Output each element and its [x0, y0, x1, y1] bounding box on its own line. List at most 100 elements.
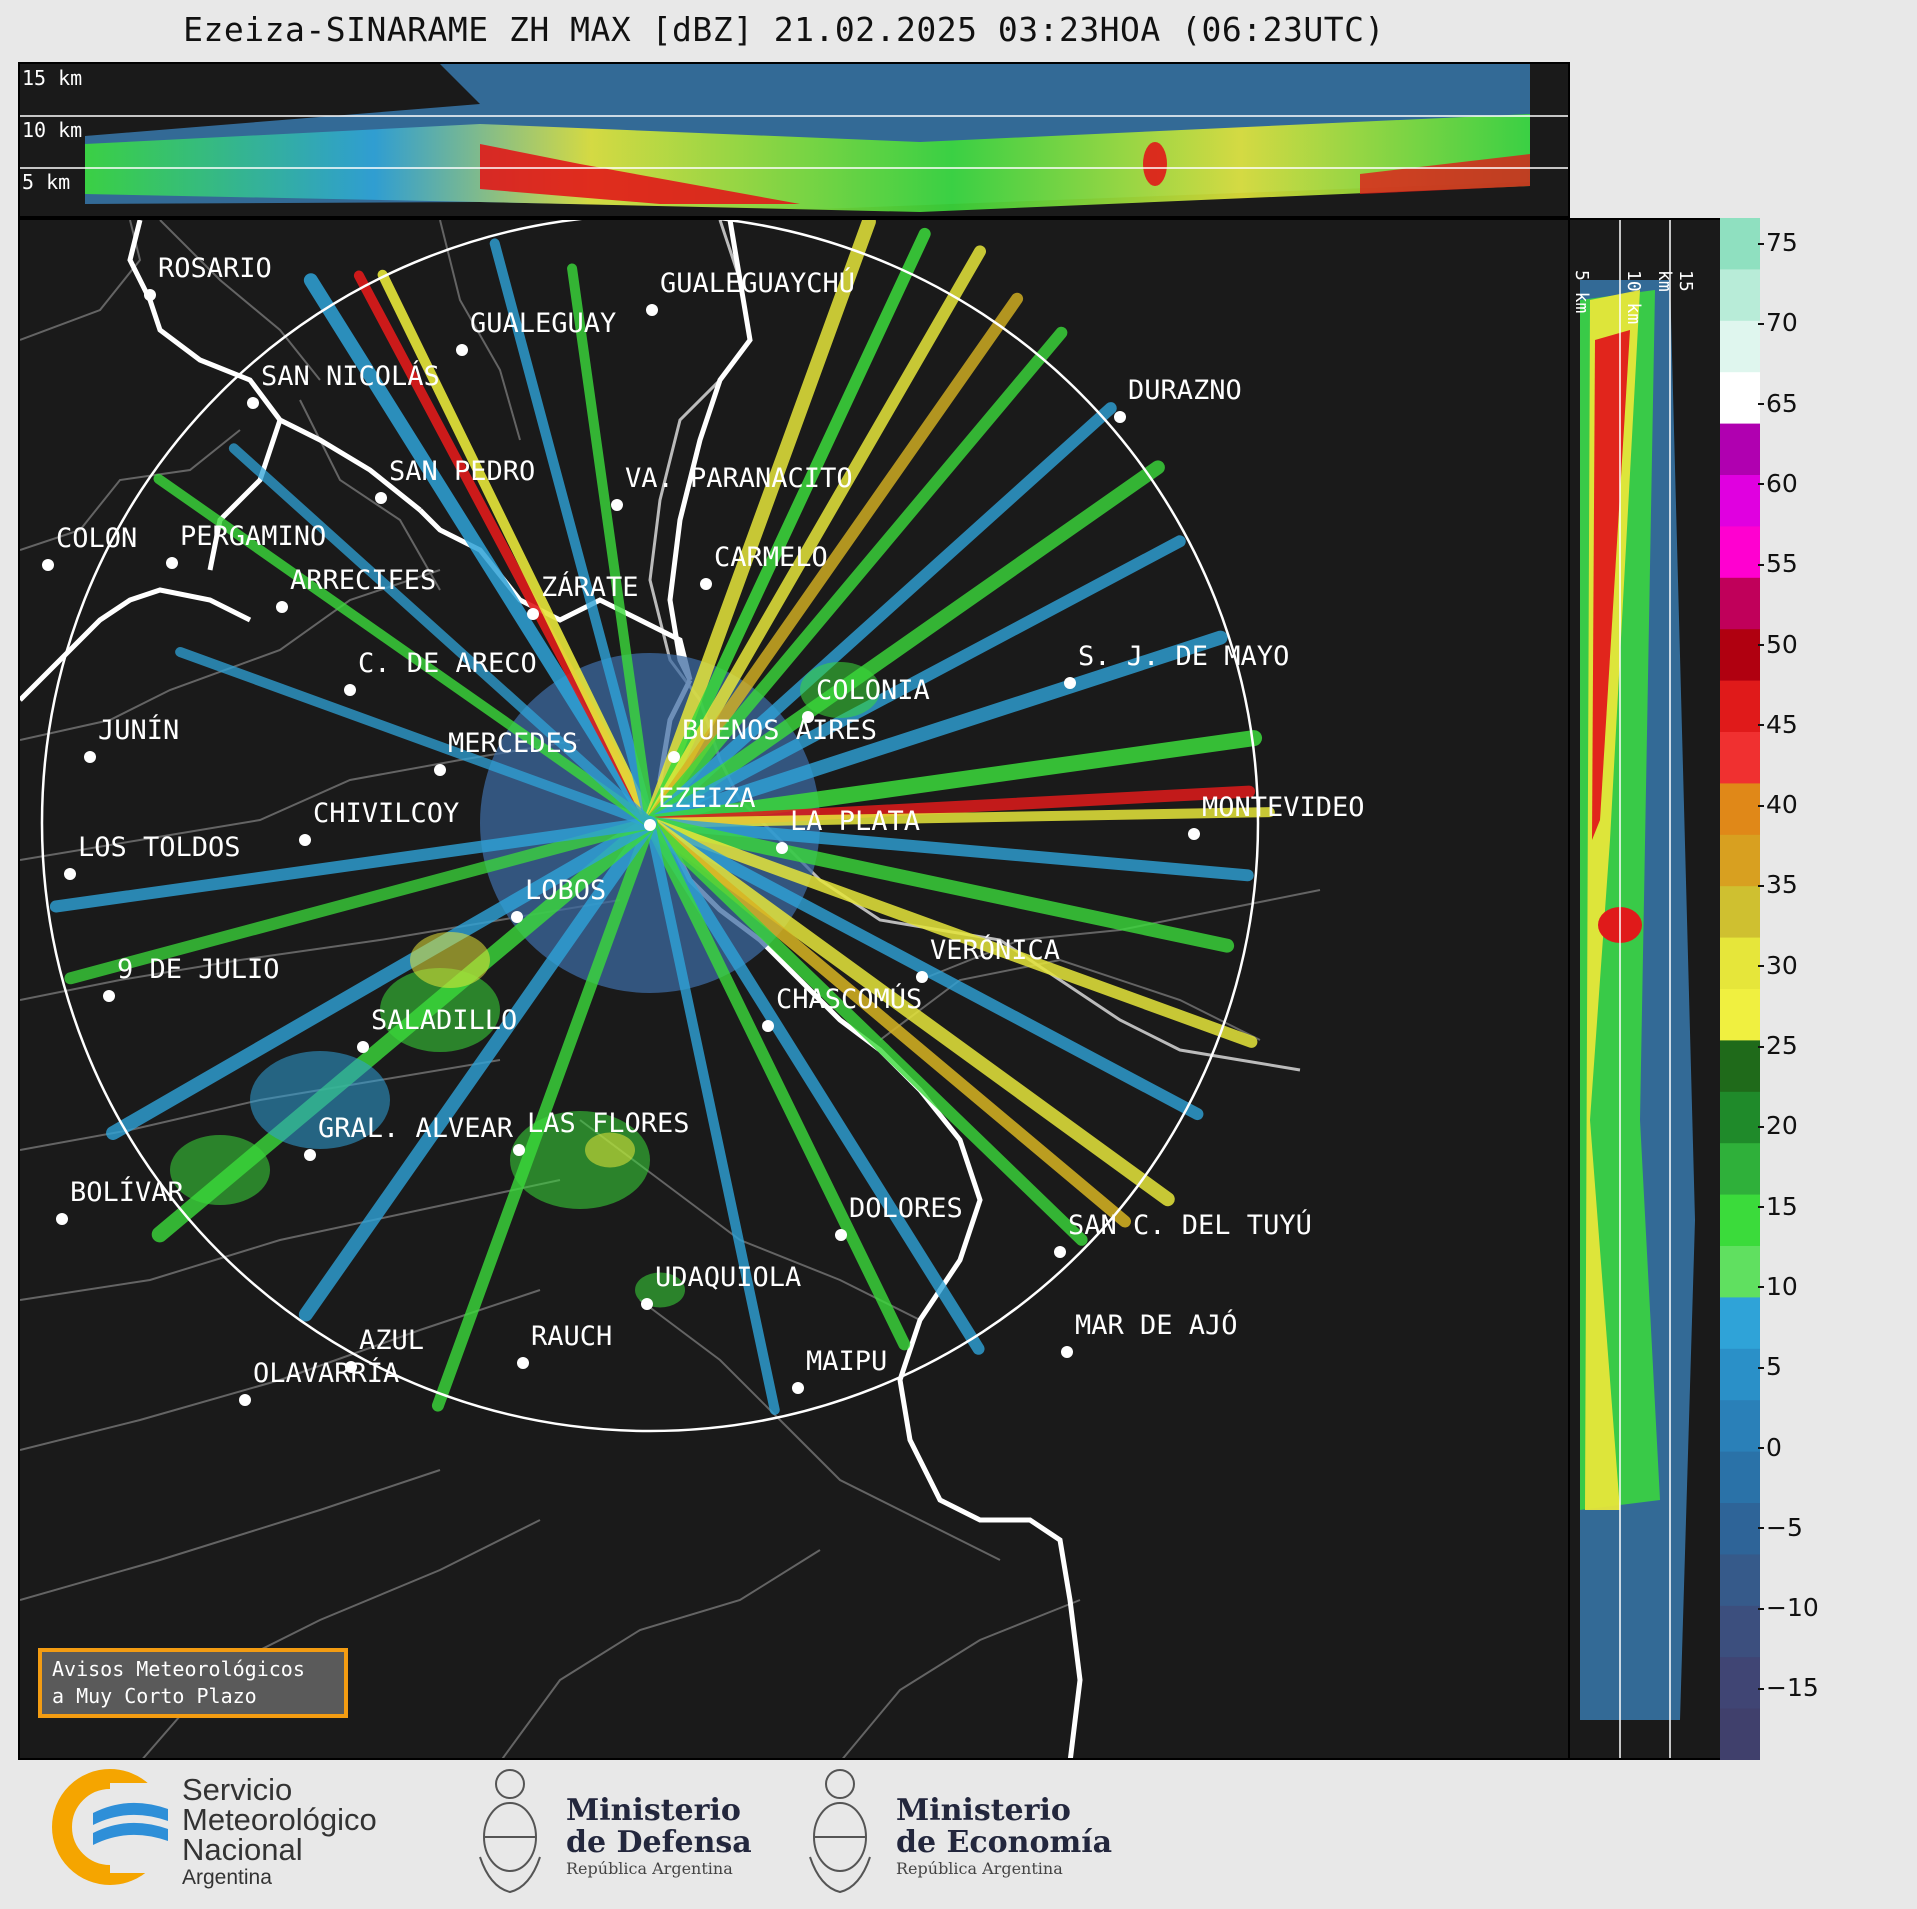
coat-of-arms-icon-2 — [800, 1762, 880, 1897]
economia-line-1: Ministerio — [896, 1793, 1071, 1828]
right-label-10km: 10 km — [1623, 270, 1644, 325]
colorbar-band — [1720, 937, 1760, 990]
city-bolívar: BOLÍVAR — [56, 1176, 185, 1225]
city-maipu: MAIPU — [792, 1346, 887, 1394]
city-marker — [375, 492, 387, 504]
economia-text: Ministerio de Economía República Argenti… — [896, 1795, 1112, 1879]
city-arrecifes: ARRECIFES — [276, 565, 436, 613]
city-label: SAN NICOLÁS — [261, 360, 440, 392]
city-azul: AZUL — [345, 1325, 424, 1373]
top-label-5km: 5 km — [22, 170, 71, 194]
city-marker — [916, 971, 928, 983]
city-marker — [357, 1041, 369, 1053]
city-carmelo: CARMELO — [700, 542, 828, 590]
city-marker — [802, 711, 814, 723]
colorbar-band — [1720, 577, 1760, 631]
colorbar-tick-label: 70 — [1758, 308, 1798, 338]
radar-map-panel: ROSARIO GUALEGUAYCHÚ GUALEGUAY SAN NICOLÁS D… — [18, 218, 1570, 1760]
city-los-toldos: LOS TOLDOS — [64, 832, 241, 880]
city-ezeiza: EZEIZA — [644, 783, 756, 831]
city-rosario: ROSARIO — [144, 253, 272, 301]
echo-spoke — [643, 460, 1165, 830]
city-9-de-julio: 9 DE JULIO — [103, 954, 280, 1002]
city-marker — [835, 1229, 847, 1241]
city-marker — [239, 1394, 251, 1406]
city-junín: JUNÍN — [84, 714, 179, 763]
top-label-10km: 10 km — [22, 118, 83, 142]
colorbar-tick-label: 0 — [1758, 1432, 1782, 1462]
city-label: OLAVARRÍA — [253, 1357, 399, 1389]
city-label: CHASCOMÚS — [776, 983, 922, 1015]
city-label: CARMELO — [714, 542, 828, 573]
echo-spoke — [645, 807, 1275, 828]
smn-line-1: Servicio — [182, 1772, 293, 1807]
city-san-pedro: SAN PEDRO — [375, 456, 535, 504]
city-marker — [641, 1298, 653, 1310]
echo-cell — [410, 932, 490, 988]
colorbar-band — [1720, 1554, 1760, 1607]
defensa-line-2: de Defensa — [566, 1825, 752, 1860]
smn-line-3: Nacional — [182, 1832, 303, 1867]
right-cross-section-panel: 5 km 10 km 15 km — [1568, 218, 1722, 1760]
city-buenos-aires: BUENOS AIRES — [668, 715, 877, 763]
colorbar-band — [1720, 1246, 1760, 1299]
colorbar-tick-label: 50 — [1758, 629, 1798, 659]
city-marker — [1064, 677, 1076, 689]
city-marker — [64, 868, 76, 880]
colorbar-tick-label: 35 — [1758, 870, 1798, 900]
city-label: ARRECIFES — [290, 565, 436, 596]
city-marker — [144, 289, 156, 301]
city-label: MERCEDES — [448, 728, 578, 759]
city-marker — [792, 1382, 804, 1394]
city-marker — [247, 397, 259, 409]
smn-line-2: Meteorológico — [182, 1802, 377, 1837]
colorbar-band — [1720, 680, 1760, 733]
city-marker — [644, 819, 656, 831]
echo-spoke — [644, 326, 1068, 829]
city-label: SAN PEDRO — [389, 456, 535, 487]
city-label: GRAL. ALVEAR — [318, 1113, 514, 1144]
echo-spoke — [644, 817, 1254, 882]
city-marker — [511, 911, 523, 923]
colorbar-band — [1720, 886, 1760, 939]
right-label-5km: 5 km — [1571, 270, 1592, 314]
city-c-de-areco: C. DE ARECO — [344, 648, 537, 696]
echo-spoke — [644, 817, 1088, 1246]
city-label: COLONIA — [816, 675, 930, 706]
city-label: LOBOS — [525, 875, 606, 906]
echo-spoke — [644, 817, 985, 1355]
colorbar-band — [1720, 1143, 1760, 1196]
city-label: VA. PARANACITO — [625, 463, 853, 494]
city-marker — [776, 842, 788, 854]
city-label: LAS FLORES — [527, 1108, 690, 1139]
city-marker — [166, 557, 178, 569]
city-saladillo: SALADILLO — [357, 1005, 517, 1053]
echo-spoke — [644, 817, 1204, 1121]
city-marker — [1054, 1246, 1066, 1258]
city-gualeguay: GUALEGUAY — [456, 308, 616, 356]
echo-spoke — [643, 630, 1228, 830]
city-durazno: DURAZNO — [1114, 375, 1242, 423]
economia-line-3: República Argentina — [896, 1859, 1063, 1878]
city-las-flores: LAS FLORES — [513, 1108, 690, 1156]
warning-box[interactable]: Avisos Meteorológicos a Muy Corto Plazo — [38, 1648, 348, 1718]
city-marker — [611, 499, 623, 511]
colorbar-tick-label: −10 — [1758, 1593, 1819, 1623]
echo-spoke — [431, 817, 656, 1412]
city-label: ROSARIO — [158, 253, 272, 284]
city-label: GUALEGUAY — [470, 308, 616, 339]
warning-line-2: a Muy Corto Plazo — [52, 1684, 257, 1708]
colorbar-band — [1720, 1194, 1760, 1247]
city-marker — [84, 751, 96, 763]
echo-spoke — [643, 220, 876, 830]
colorbar-band — [1720, 320, 1760, 374]
echo-cell — [800, 662, 880, 718]
colorbar-band — [1720, 423, 1760, 476]
colorbar-band — [1720, 1091, 1760, 1145]
echo-cell — [380, 968, 500, 1052]
defensa-line-1: Ministerio — [566, 1793, 741, 1828]
city-s-j-de-mayo: S. J. DE MAYO — [1064, 641, 1289, 689]
colorbar-band — [1720, 629, 1760, 682]
city-label: VERÓNICA — [930, 934, 1060, 966]
city-gral-alvear: GRAL. ALVEAR — [304, 1113, 514, 1161]
